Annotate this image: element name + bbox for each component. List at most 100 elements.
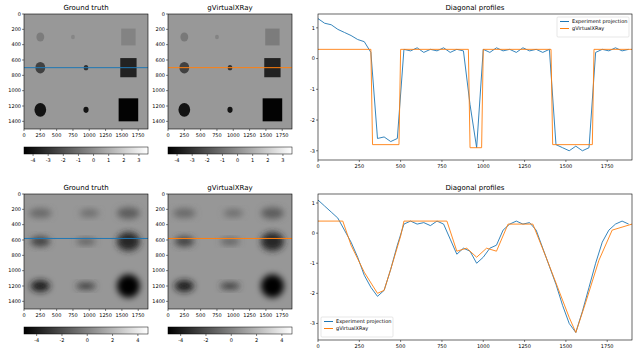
x-tick (233, 309, 234, 311)
frame (318, 194, 632, 340)
y-tick-label: 1400 (152, 298, 165, 304)
y-tick (166, 29, 168, 30)
x-tick (168, 309, 169, 311)
y-tick (22, 240, 24, 241)
y-tick (22, 106, 24, 107)
x-tick-label: 750 (68, 312, 78, 318)
colorbar-tick (205, 334, 206, 336)
image-panel: gVirtualXRay0250500750100012501500175002… (152, 4, 292, 163)
y-tick (22, 270, 24, 271)
y-tick (166, 270, 168, 271)
y-tick-label: 1200 (152, 103, 165, 109)
x-tick-label: 1000 (477, 163, 490, 169)
colorbar-tick-label: 4 (136, 337, 139, 343)
x-tick-label: 1250 (518, 163, 531, 169)
y-tick-label: -1 (310, 86, 315, 92)
x-tick-label: 0 (22, 312, 25, 318)
y-tick-label: 0 (162, 11, 165, 17)
profile-line (24, 67, 148, 68)
y-tick-label: 800 (11, 72, 21, 78)
y-tick-label: 1000 (8, 267, 21, 273)
x-tick-label: 1500 (116, 132, 129, 138)
y-tick (22, 14, 24, 15)
profile-line (24, 238, 148, 239)
x-tick-label: 750 (437, 343, 447, 349)
panel-title: gVirtualXRay (207, 184, 252, 192)
legend-swatch (324, 328, 333, 329)
legend-swatch (324, 321, 333, 322)
shape (175, 280, 195, 292)
colorbar-tick-label: 1 (107, 157, 110, 163)
x-tick-label: 1000 (227, 312, 240, 318)
y-tick-label: 600 (155, 57, 165, 63)
shape (220, 238, 240, 244)
colorbar-tick (252, 154, 253, 156)
colorbar-tick (36, 334, 37, 336)
x-tick (24, 129, 25, 131)
x-tick (184, 309, 185, 311)
x-tick-label: 1750 (276, 312, 289, 318)
y-tick-label: 800 (155, 72, 165, 78)
colorbar-tick-label: -4 (34, 337, 39, 343)
x-tick (105, 129, 106, 131)
y-tick (22, 90, 24, 91)
frame (318, 14, 632, 160)
x-tick-label: 1250 (99, 132, 112, 138)
x-tick-label: 500 (196, 312, 206, 318)
x-tick (249, 309, 250, 311)
colorbar-tick-label: 2 (266, 157, 269, 163)
shape (261, 275, 284, 298)
colorbar-tick-label: -3 (46, 157, 51, 163)
shape (29, 209, 52, 218)
frame (24, 14, 148, 129)
x-tick (72, 309, 73, 311)
shape (83, 107, 88, 113)
legend-label: Experiment projection (572, 18, 627, 25)
x-tick (200, 309, 201, 311)
colorbar-tick (237, 154, 238, 156)
colorbar-tick (281, 334, 282, 336)
legend-swatch (560, 21, 569, 22)
image-panel: gVirtualXRay0250500750100012501500175002… (152, 184, 292, 343)
shape (178, 103, 190, 117)
colorbar-tick-label: 3 (137, 157, 140, 163)
panel-title: Ground truth (63, 4, 108, 12)
x-tick (282, 309, 283, 311)
y-tick-label: 1 (312, 25, 315, 31)
x-tick-label: 750 (437, 163, 447, 169)
colorbar-tick (231, 334, 232, 336)
x-tick-label: 1500 (560, 163, 573, 169)
x-tick (168, 129, 169, 131)
colorbar-tick-label: -1 (76, 157, 81, 163)
shape (71, 35, 75, 40)
y-tick-label: -2 (310, 117, 315, 123)
x-tick-label: 1000 (227, 132, 240, 138)
x-tick-label: 500 (52, 312, 62, 318)
y-tick-label: 0 (162, 191, 165, 197)
colorbar-tick (61, 334, 62, 336)
x-tick (24, 309, 25, 311)
legend: Experiment projectiongVirtualXRay (557, 17, 629, 37)
y-tick-label: 0 (312, 230, 315, 236)
legend-box (321, 317, 393, 337)
image-panel: Ground truth0250500750100012501500175002… (8, 184, 148, 343)
y-tick (166, 224, 168, 225)
legend-label: gVirtualXRay (572, 25, 604, 32)
series-line (318, 19, 629, 151)
x-tick-label: 0 (166, 312, 169, 318)
y-tick-label: 200 (11, 206, 21, 212)
colorbar-tick-label: -4 (178, 337, 183, 343)
colorbar-tick (63, 154, 64, 156)
x-tick-label: 750 (68, 132, 78, 138)
x-tick-label: 1250 (99, 312, 112, 318)
colorbar-tick (180, 334, 181, 336)
shape (121, 29, 135, 46)
y-tick (22, 194, 24, 195)
image-area (24, 194, 148, 309)
colorbar-tick (192, 154, 193, 156)
x-tick-label: 250 (180, 132, 190, 138)
x-tick-label: 250 (355, 343, 365, 349)
background (24, 14, 148, 129)
y-tick-label: 400 (11, 221, 21, 227)
colorbar-tick (112, 334, 113, 336)
